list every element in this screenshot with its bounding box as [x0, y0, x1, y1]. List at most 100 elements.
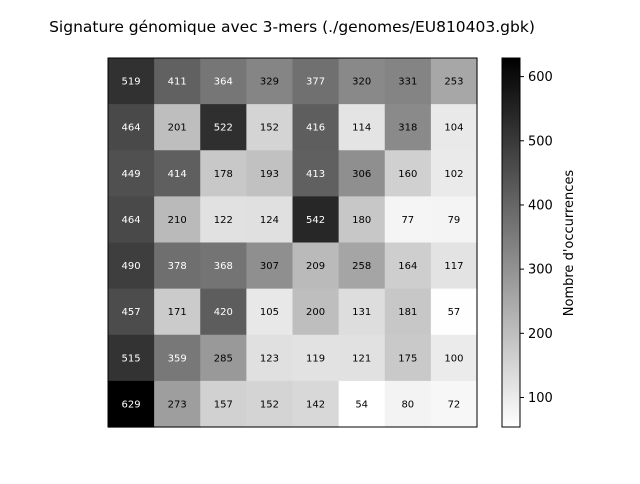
- heatmap-cell: [384, 104, 432, 151]
- colorbar-tick-label: 500: [528, 134, 553, 149]
- colorbar: 100 200 300 400 500 600: [501, 57, 553, 428]
- cell-value-label: 201: [168, 123, 187, 134]
- heatmap-cell: [108, 380, 155, 428]
- cell-value-label: 160: [398, 169, 417, 180]
- cell-value-label: 457: [122, 307, 141, 318]
- heatmap-cell: [384, 58, 432, 105]
- cell-value-label: 464: [122, 123, 141, 134]
- heatmap-cell: [154, 150, 201, 197]
- cell-value-label: 171: [168, 307, 187, 318]
- heatmap-cell: [108, 196, 155, 244]
- colorbar-tick-label: 100: [528, 391, 553, 406]
- heatmap-cell: [200, 104, 247, 151]
- heatmap-cell: [292, 104, 340, 151]
- colorbar-tick-label: 300: [528, 263, 553, 278]
- heatmap-cell: [430, 334, 478, 382]
- cell-value-label: 258: [352, 261, 371, 272]
- cell-value-label: 411: [168, 77, 187, 88]
- heatmap-cell: [338, 288, 386, 336]
- heatmap-cell: [246, 334, 294, 382]
- cell-value-label: 121: [352, 353, 371, 364]
- cell-value-label: 117: [444, 261, 463, 272]
- cell-value-label: 164: [398, 261, 417, 272]
- colorbar-gradient: [501, 57, 521, 428]
- cell-value-label: 368: [214, 261, 233, 272]
- cell-value-label: 152: [260, 399, 279, 410]
- heatmap-cell: [246, 196, 294, 244]
- cell-value-label: 200: [306, 307, 325, 318]
- heatmap-cell: [292, 288, 340, 336]
- heatmap-cell: [292, 380, 340, 428]
- heatmap-cell: [200, 196, 247, 244]
- heatmap-frame: [107, 57, 478, 428]
- heatmap-cell: [292, 334, 340, 382]
- cell-value-label: 181: [398, 307, 417, 318]
- heatmap-cell: [246, 58, 294, 105]
- colorbar-label: Nombre d'occurrences: [562, 170, 577, 317]
- heatmap-cell: [108, 288, 155, 336]
- cell-value-label: 210: [168, 215, 187, 226]
- cell-value-label: 307: [260, 261, 279, 272]
- heatmap-cell: [338, 334, 386, 382]
- heatmap-cell: [154, 104, 201, 151]
- cell-value-label: 80: [401, 399, 414, 410]
- cell-value-label: 104: [444, 123, 463, 134]
- cell-value-label: 180: [352, 215, 371, 226]
- heatmap-cell: [246, 150, 294, 197]
- cell-value-label: 320: [352, 77, 371, 88]
- heatmap-cell: [200, 150, 247, 197]
- cell-value-label: 377: [306, 77, 325, 88]
- cell-value-label: 515: [122, 353, 141, 364]
- cell-value-label: 114: [352, 123, 371, 134]
- chart-title: Signature génomique avec 3-mers (./genom…: [49, 18, 535, 36]
- heatmap-cell: [338, 58, 386, 105]
- heatmap-cell: [200, 242, 247, 290]
- cell-value-label: 105: [260, 307, 279, 318]
- cell-value-label: 175: [398, 353, 417, 364]
- cell-value-label: 519: [122, 77, 141, 88]
- cell-value-label: 193: [260, 169, 279, 180]
- colorbar-tick-label: 400: [528, 198, 553, 213]
- heatmap-cell: [430, 150, 478, 197]
- heatmap-cell: [154, 242, 201, 290]
- heatmap-cell: [246, 288, 294, 336]
- cell-value-label: 253: [444, 77, 463, 88]
- colorbar-tick-label: 600: [528, 70, 553, 85]
- cell-value-label: 464: [122, 215, 141, 226]
- heatmap-cell: [384, 334, 432, 382]
- cell-value-label: 416: [306, 123, 325, 134]
- cell-value-label: 57: [448, 307, 461, 318]
- heatmap-cell: [200, 58, 247, 105]
- heatmap-cell: [338, 150, 386, 197]
- cell-value-label: 318: [398, 123, 417, 134]
- heatmap-cell: [154, 334, 201, 382]
- cell-value-label: 72: [448, 399, 461, 410]
- heatmap-cell: [200, 334, 247, 382]
- cell-value-label: 142: [306, 399, 325, 410]
- cell-value-label: 54: [355, 399, 368, 410]
- heatmap-cell: [200, 380, 247, 428]
- cell-value-label: 522: [214, 123, 233, 134]
- cell-value-label: 131: [352, 307, 371, 318]
- cell-value-label: 413: [306, 169, 325, 180]
- heatmap-cell: [200, 288, 247, 336]
- cell-value-label: 359: [168, 353, 187, 364]
- cell-value-label: 420: [214, 307, 233, 318]
- cell-value-label: 414: [168, 169, 187, 180]
- heatmap-cell: [246, 380, 294, 428]
- heatmap-cell: [430, 104, 478, 151]
- colorbar-tick-label: 200: [528, 327, 553, 342]
- heatmap-cell: [338, 196, 386, 244]
- cell-value-label: 378: [168, 261, 187, 272]
- cell-value-label: 157: [214, 399, 233, 410]
- heatmap-cell: [108, 58, 155, 105]
- heatmap-cell: [430, 380, 478, 428]
- cell-value-label: 329: [260, 77, 279, 88]
- heatmap-cells: 519 411 364 329 377 320 331 253 464 201 522 152 416 1…: [108, 58, 478, 428]
- heatmap-cell: [384, 288, 432, 336]
- heatmap-cell: [246, 242, 294, 290]
- heatmap-cell: [246, 104, 294, 151]
- heatmap-cell: [108, 104, 155, 151]
